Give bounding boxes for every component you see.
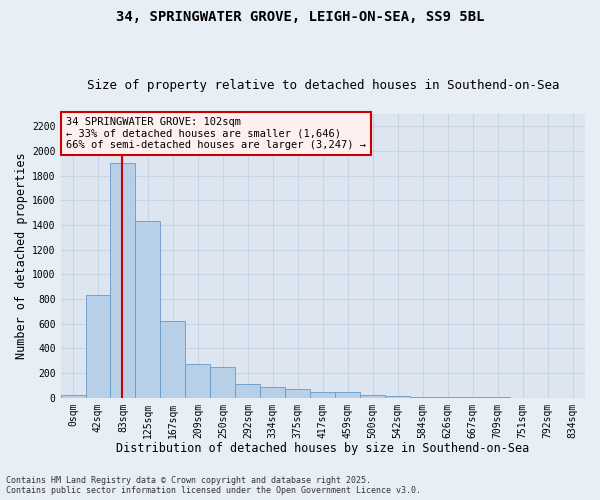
X-axis label: Distribution of detached houses by size in Southend-on-Sea: Distribution of detached houses by size … bbox=[116, 442, 529, 455]
Bar bbox=[185, 364, 211, 398]
Bar bbox=[260, 387, 286, 398]
Text: 34 SPRINGWATER GROVE: 102sqm
← 33% of detached houses are smaller (1,646)
66% of: 34 SPRINGWATER GROVE: 102sqm ← 33% of de… bbox=[66, 117, 366, 150]
Bar bbox=[136, 222, 160, 398]
Text: 34, SPRINGWATER GROVE, LEIGH-ON-SEA, SS9 5BL: 34, SPRINGWATER GROVE, LEIGH-ON-SEA, SS9… bbox=[116, 10, 484, 24]
Title: Size of property relative to detached houses in Southend-on-Sea: Size of property relative to detached ho… bbox=[86, 79, 559, 92]
Bar bbox=[86, 296, 110, 398]
Bar bbox=[435, 397, 460, 398]
Bar bbox=[335, 392, 360, 398]
Bar bbox=[61, 394, 86, 398]
Bar bbox=[385, 396, 410, 398]
Bar bbox=[310, 392, 335, 398]
Bar bbox=[235, 384, 260, 398]
Bar bbox=[211, 367, 235, 398]
Y-axis label: Number of detached properties: Number of detached properties bbox=[15, 152, 28, 359]
Bar bbox=[110, 164, 136, 398]
Bar bbox=[360, 396, 385, 398]
Bar bbox=[160, 321, 185, 398]
Text: Contains HM Land Registry data © Crown copyright and database right 2025.
Contai: Contains HM Land Registry data © Crown c… bbox=[6, 476, 421, 495]
Bar bbox=[410, 396, 435, 398]
Bar bbox=[286, 389, 310, 398]
